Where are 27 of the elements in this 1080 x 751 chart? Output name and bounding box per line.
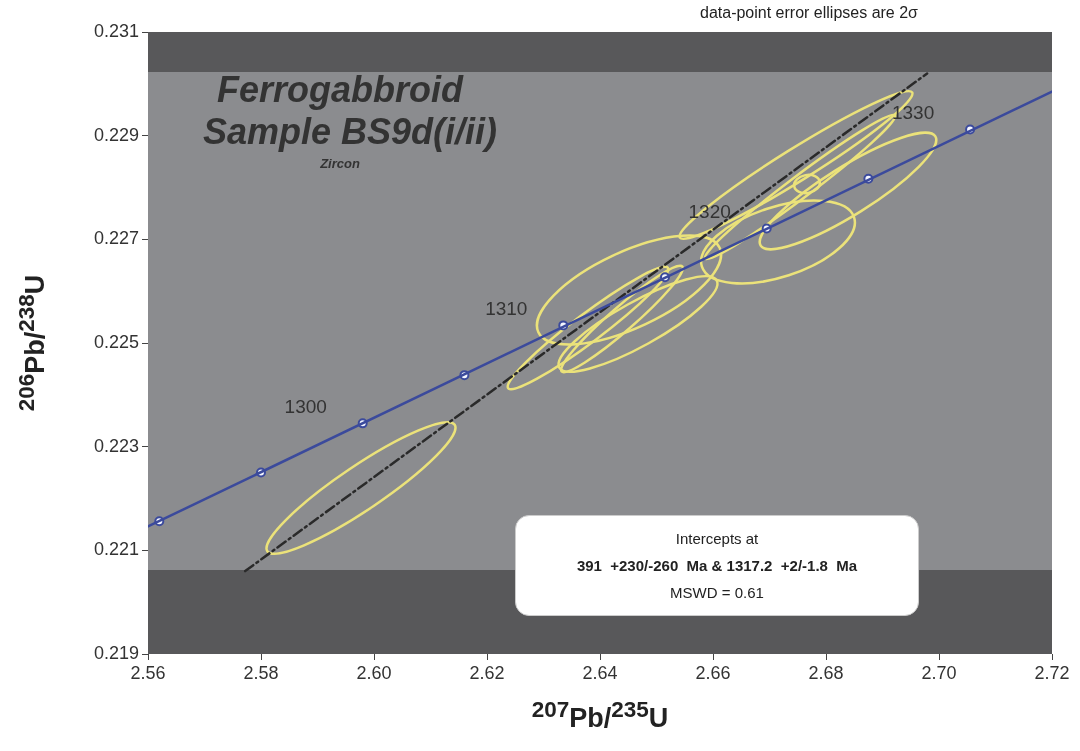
text: data-point error ellipses are 2σ — [700, 4, 918, 22]
y-tick-label: 0.227 — [93, 228, 139, 249]
annotation: Zircon — [319, 156, 361, 171]
annotation: Intercepts at — [675, 529, 759, 549]
text: Ferrogabbroid — [216, 69, 465, 110]
y-tick-label: 0.231 — [93, 20, 139, 41]
y-tick-label: 0.223 — [93, 435, 139, 456]
x-tick-label: 2.66 — [695, 662, 731, 683]
x-tick-label: 2.68 — [808, 662, 844, 683]
x-tick-label: 2.62 — [469, 662, 505, 683]
annotation: 1300 — [284, 395, 327, 417]
x-tick-label: 2.56 — [130, 662, 166, 683]
x-tick-label: 2.72 — [1034, 662, 1070, 683]
y-tick-label: 0.225 — [93, 331, 139, 352]
note-box: Intercepts at 391 +230/-260 Ma & 1317.2 +2/-1.8 Ma MSWD = 0.61 — [515, 515, 919, 616]
annotation: 391 +230/-260 Ma & 1317.2 +2/-1.8 Ma — [576, 556, 858, 576]
x-tick-label: 2.70 — [921, 662, 957, 683]
x-tick-label: 2.60 — [356, 662, 392, 683]
x-tick-label: 2.64 — [582, 662, 618, 683]
annotation: 1310 — [485, 297, 528, 319]
x-tick-label: 2.58 — [243, 662, 279, 683]
y-tick-label: 0.221 — [93, 539, 139, 560]
x-axis-title: $^{207}$Pb/$^{235}$U — [531, 696, 669, 734]
y-tick-label: 0.219 — [93, 642, 139, 663]
text: Sample BS9d(i/ii) — [201, 111, 499, 152]
y-tick-label: 0.229 — [93, 124, 139, 145]
annotation: MSWD = 0.61 — [670, 583, 764, 603]
